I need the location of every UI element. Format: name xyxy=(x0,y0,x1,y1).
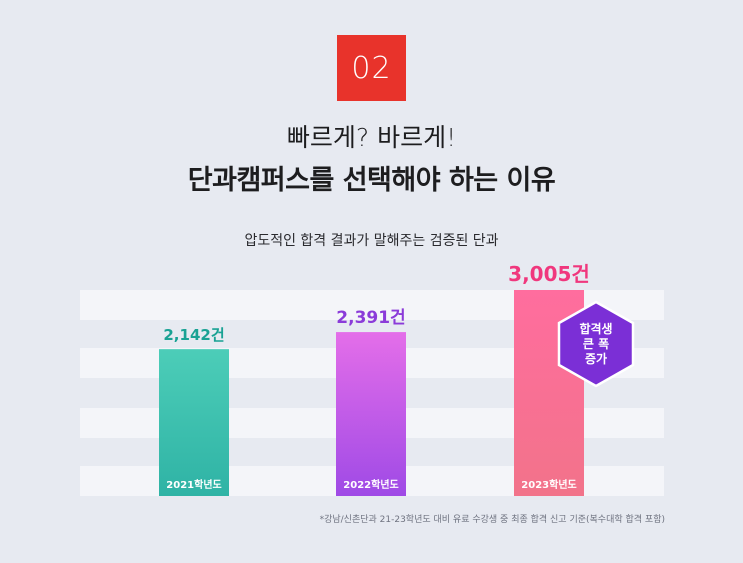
headline-line2: 단과캠퍼스를 선택해야 하는 이유 xyxy=(187,165,556,196)
hexagon-icon xyxy=(557,300,635,388)
increase-badge: 합격생 큰 폭 증가 xyxy=(557,300,635,388)
category-label: 2022학년도 xyxy=(343,478,398,491)
badge-line: 합격생 xyxy=(579,321,613,336)
bar-2021학년도 xyxy=(159,349,229,496)
badge-line: 큰 폭 xyxy=(582,336,610,351)
value-label: 2,142건 xyxy=(163,326,224,344)
category-label: 2021학년도 xyxy=(166,478,221,491)
footnote: *강남/신촌단과 21-23학년도 대비 유료 수강생 중 최종 합격 신고 기… xyxy=(319,515,665,525)
headline-line1: 빠르게? 바르게! xyxy=(286,123,457,152)
value-label: 2,391건 xyxy=(336,308,405,328)
chart-subtitle: 압도적인 합격 결과가 말해주는 검증된 단과 xyxy=(244,233,499,249)
category-label: 2023학년도 xyxy=(521,478,576,491)
bar-2022학년도 xyxy=(336,332,406,496)
badge-line: 증가 xyxy=(584,351,608,366)
value-label: 3,005건 xyxy=(508,262,590,286)
section-number-badge: 02 xyxy=(337,35,406,101)
